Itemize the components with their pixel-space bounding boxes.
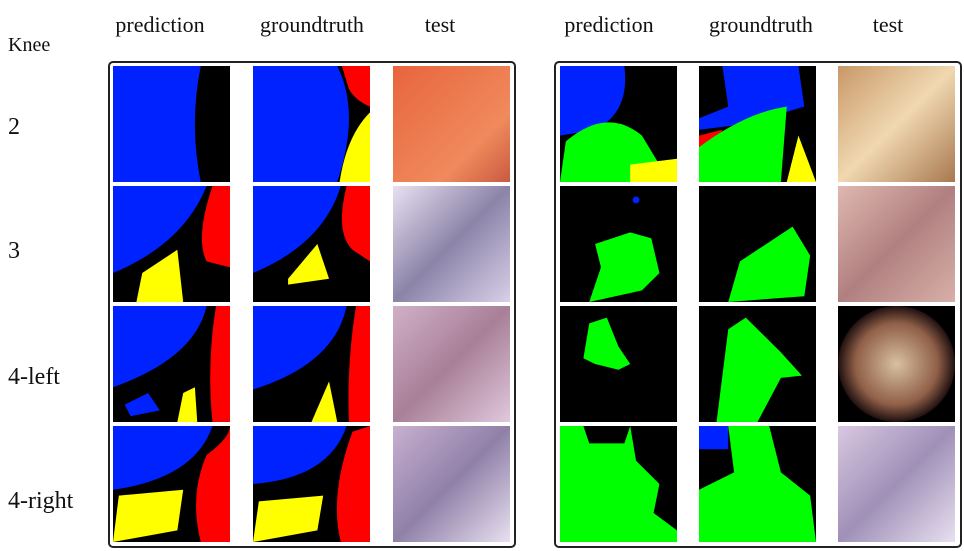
column-header: test (872, 12, 904, 37)
test-image (393, 186, 510, 302)
groundtruth-image (253, 306, 370, 422)
column-header: groundtruth (709, 12, 813, 37)
left-panel (108, 61, 516, 548)
test-image (393, 66, 510, 182)
row-label: 2 (8, 114, 20, 140)
test-image (838, 186, 955, 302)
groundtruth-image (253, 186, 370, 302)
column-header: prediction (115, 12, 205, 37)
prediction-image (113, 426, 230, 542)
column-header: groundtruth (260, 12, 364, 37)
prediction-image (560, 66, 677, 182)
test-image (393, 426, 510, 542)
test-image (393, 306, 510, 422)
prediction-image (560, 426, 677, 542)
prediction-image (560, 306, 677, 422)
prediction-image (560, 186, 677, 302)
right-panel (554, 61, 962, 548)
row-label: 4-left (8, 364, 60, 390)
prediction-image (113, 306, 230, 422)
column-header: test (424, 12, 456, 37)
groundtruth-image (699, 306, 816, 422)
groundtruth-image (699, 186, 816, 302)
groundtruth-image (253, 426, 370, 542)
groundtruth-image (253, 66, 370, 182)
test-image (838, 66, 955, 182)
row-header: Knee (8, 34, 51, 56)
groundtruth-image (699, 426, 816, 542)
prediction-image (113, 66, 230, 182)
groundtruth-image (699, 66, 816, 182)
row-label: 4-right (8, 488, 74, 514)
prediction-image (113, 186, 230, 302)
row-label: 3 (8, 238, 20, 264)
test-image (838, 426, 955, 542)
column-header: prediction (564, 12, 654, 37)
test-image (838, 306, 955, 422)
